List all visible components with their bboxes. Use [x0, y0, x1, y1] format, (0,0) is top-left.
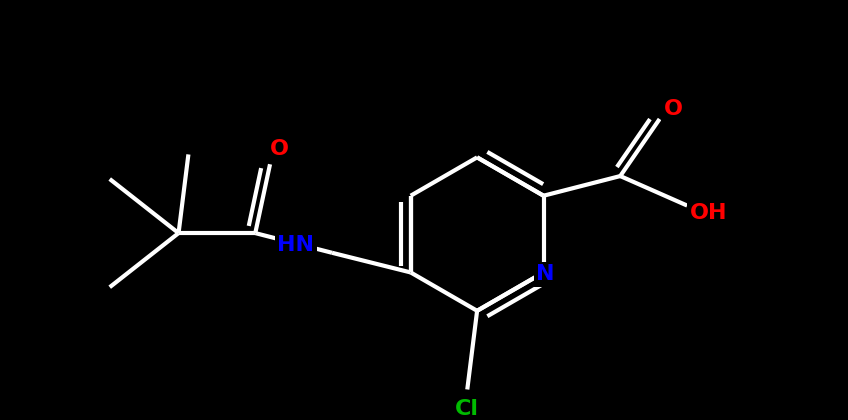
Text: HN: HN — [277, 235, 315, 255]
Text: OH: OH — [690, 203, 728, 223]
Text: O: O — [664, 99, 683, 119]
Text: Cl: Cl — [455, 399, 479, 419]
Text: N: N — [536, 265, 555, 284]
Text: O: O — [271, 139, 289, 160]
